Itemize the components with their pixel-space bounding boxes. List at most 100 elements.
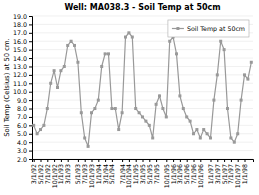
y-tick-label: 5.0 <box>17 130 27 137</box>
marker <box>243 73 246 76</box>
x-tick: 3/1/93 <box>64 159 71 184</box>
marker <box>127 31 130 34</box>
x-tick-label: 7/1/95 <box>153 164 160 184</box>
marker <box>233 141 236 144</box>
y-tick-mark <box>29 16 32 17</box>
marker <box>175 52 178 55</box>
y-tick: 14.0 <box>13 55 32 62</box>
y-tick-label: 11.0 <box>13 80 27 87</box>
marker <box>114 107 117 110</box>
marker <box>42 124 45 127</box>
y-tick: 3.0 <box>17 147 32 154</box>
y-tick-mark <box>29 125 32 126</box>
y-axis: 2.03.04.05.06.07.08.09.010.011.012.013.0… <box>13 13 33 163</box>
marker <box>53 69 56 72</box>
marker <box>223 48 226 51</box>
x-tick-mark <box>173 159 174 162</box>
x-tick-mark <box>143 159 144 162</box>
y-tick-mark <box>29 83 32 84</box>
y-tick: 16.0 <box>13 38 32 45</box>
marker <box>192 132 195 135</box>
y-tick-label: 18.0 <box>13 21 27 28</box>
x-tick: 10/1/96 <box>197 159 204 188</box>
marker <box>240 99 243 102</box>
grid-line <box>32 108 253 109</box>
y-tick-mark <box>29 58 32 59</box>
x-tick-mark <box>85 159 86 162</box>
y-tick-label: 13.0 <box>13 63 27 70</box>
marker <box>73 44 76 47</box>
x-tick-mark <box>166 159 167 162</box>
marker <box>236 132 239 135</box>
y-tick-label: 2.0 <box>17 156 27 163</box>
marker <box>246 78 249 81</box>
x-tick-mark <box>238 159 239 162</box>
y-tick-label: 9.0 <box>17 97 27 104</box>
grid-line <box>32 116 253 117</box>
title: Well: MA038.3 - Soil Temp at 50cm <box>64 3 220 12</box>
x-tick-mark <box>122 159 123 162</box>
marker <box>206 132 209 135</box>
marker <box>182 107 185 110</box>
grid-line <box>32 41 253 42</box>
marker <box>70 40 73 43</box>
grid-line <box>32 125 253 126</box>
y-axis-line <box>29 17 33 160</box>
grid-line <box>32 74 253 75</box>
marker <box>178 94 181 97</box>
x-tick-mark <box>54 159 55 162</box>
marker <box>161 107 164 110</box>
y-tick-mark <box>29 33 32 34</box>
y-tick-label: 6.0 <box>17 122 27 129</box>
x-tick-mark <box>180 159 181 162</box>
x-tick-mark <box>129 159 130 162</box>
chart: 2.03.04.05.06.07.08.09.010.011.012.013.0… <box>0 0 259 195</box>
y-tick-label: 19.0 <box>13 13 27 20</box>
marker <box>97 99 100 102</box>
legend-box <box>168 20 249 37</box>
y-tick: 13.0 <box>13 63 32 70</box>
marker <box>93 107 96 110</box>
marker <box>80 111 83 114</box>
x-axis: 3/1/925/1/927/1/9210/1/921/1/933/1/935/1… <box>30 159 253 188</box>
y-tick-mark <box>29 151 32 152</box>
x-tick-label: 3/1/93 <box>64 164 71 184</box>
y-tick-mark <box>29 159 32 160</box>
y-tick: 11.0 <box>13 80 32 87</box>
marker <box>209 136 212 139</box>
y-tick-label: 14.0 <box>13 55 27 62</box>
grid-line <box>32 142 253 143</box>
x-tick-mark <box>61 159 62 162</box>
y-tick-mark <box>29 66 32 67</box>
x-tick-label: 5/1/94 <box>108 164 115 184</box>
marker <box>148 124 151 127</box>
y-tick: 17.0 <box>13 29 32 36</box>
marker <box>138 111 141 114</box>
x-tick-mark <box>194 159 195 162</box>
marker <box>219 40 222 43</box>
x-tick-label: 1/1/98 <box>241 164 248 184</box>
marker <box>158 94 161 97</box>
y-tick-mark <box>29 117 32 118</box>
marker <box>155 103 158 106</box>
marker <box>144 120 147 123</box>
y-tick: 8.0 <box>17 105 32 112</box>
y-tick-mark <box>29 134 32 135</box>
marker <box>189 120 192 123</box>
x-tick-mark <box>98 159 99 162</box>
legend-swatch <box>172 28 184 29</box>
marker <box>49 82 52 85</box>
marker <box>212 99 215 102</box>
x-tick-mark <box>47 159 48 162</box>
y-tick-mark <box>29 109 32 110</box>
y-tick-mark <box>29 24 32 25</box>
x-tick: 7/1/95 <box>153 159 160 184</box>
marker <box>168 40 171 43</box>
x-tick-mark <box>156 159 157 162</box>
grid-line <box>32 83 253 84</box>
marker <box>141 115 144 118</box>
legend: Soil Temp at 50cm <box>168 20 249 37</box>
marker <box>36 132 39 135</box>
marker <box>39 128 42 131</box>
grid-line <box>32 16 253 17</box>
